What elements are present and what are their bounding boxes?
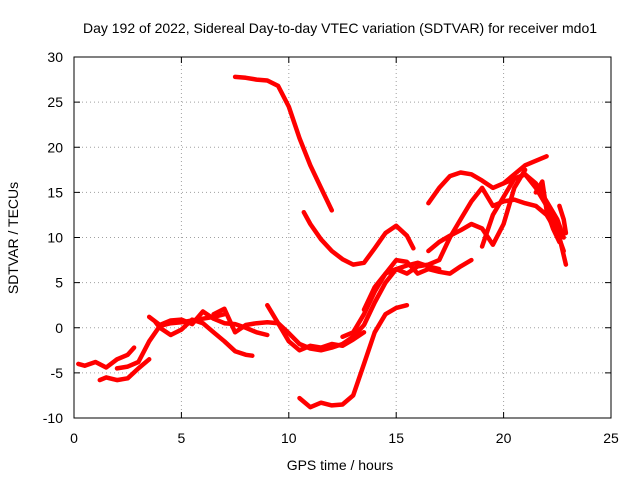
y-tick-label: 20 — [47, 139, 63, 155]
y-tick-label: 25 — [47, 94, 63, 110]
series-line-arc-7 — [146, 309, 270, 338]
series-line-arc-1 — [232, 74, 335, 213]
series-line-arc-6 — [153, 317, 255, 358]
chart-title: Day 192 of 2022, Sidereal Day-to-day VTE… — [83, 20, 597, 36]
series-line-arc-11 — [297, 302, 410, 410]
series-line-arc-3 — [76, 345, 137, 370]
y-tick-label: 15 — [47, 184, 63, 200]
y-tick-label: -5 — [51, 365, 64, 381]
x-tick-label: 0 — [70, 430, 78, 446]
y-tick-label: 5 — [55, 275, 63, 291]
x-axis-label: GPS time / hours — [287, 457, 394, 473]
tick-label-layer: 0 5 10 15 20 25 -10 -5 0 5 10 15 20 25 30 — [43, 49, 619, 446]
x-tick-label: 5 — [178, 430, 186, 446]
series-line-arc-14 — [426, 154, 549, 206]
y-axis-label: SDTVAR / TECUs — [5, 182, 21, 294]
series-line-arc-16 — [501, 172, 566, 240]
series-line-arc-17 — [533, 179, 562, 245]
tick-layer — [73, 56, 612, 419]
series-line-arc-18 — [557, 203, 569, 236]
y-tick-label: 30 — [47, 49, 63, 65]
x-tick-label: 15 — [388, 430, 404, 446]
y-tick-label: -10 — [43, 410, 63, 426]
series-line-arc-12 — [361, 185, 566, 312]
y-tick-label: 0 — [55, 320, 63, 336]
series-line-arc-10 — [340, 257, 474, 340]
series-line-arc-4 — [97, 357, 152, 383]
x-tick-label: 25 — [603, 430, 619, 446]
x-tick-label: 20 — [496, 430, 512, 446]
series-line-arc-2 — [301, 209, 416, 267]
grid-layer — [74, 57, 611, 418]
series-line-arc-5 — [114, 311, 227, 371]
y-tick-label: 10 — [47, 230, 63, 246]
x-tick-label: 10 — [281, 430, 297, 446]
series-line-arc-13 — [426, 167, 528, 254]
series-layer — [76, 74, 569, 410]
